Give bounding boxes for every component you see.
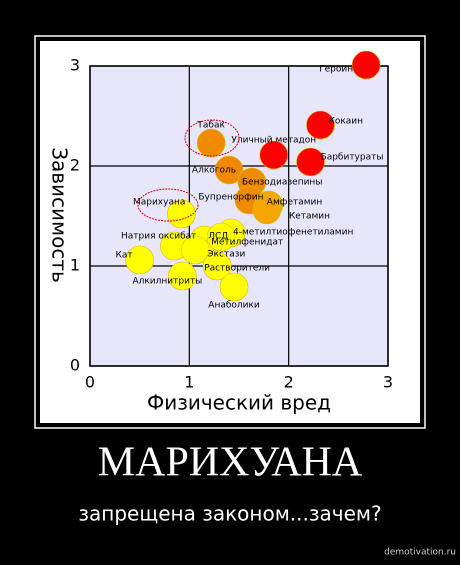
point — [296, 147, 325, 177]
point — [219, 272, 249, 302]
point-label: Анаболики — [208, 301, 260, 311]
plot-area — [90, 66, 388, 366]
point-label: ЛСД — [208, 232, 228, 242]
highlight — [184, 119, 240, 157]
point — [168, 261, 197, 291]
frame — [34, 35, 426, 429]
point-label: Бензодиазепины — [242, 178, 323, 188]
point-label: Алкилнитриты — [132, 277, 202, 287]
point-label: Кат — [116, 251, 133, 261]
point-label: Барбитураты — [321, 153, 384, 163]
highlight — [137, 188, 199, 222]
point-label: Амфетамин — [267, 198, 323, 208]
point — [180, 235, 210, 265]
x-tick-label: 2 — [284, 373, 294, 392]
watermark: demotivation.ru — [384, 548, 456, 558]
point-label: Героин — [319, 65, 353, 75]
y-tick-label: 1 — [70, 256, 80, 275]
poster-subtitle: запрещена законом...зачем? — [78, 502, 381, 526]
point-label: Уличный метадон — [231, 136, 316, 146]
point-label: Алкоголь — [192, 166, 236, 176]
point — [196, 128, 226, 158]
points: Героин Кокаин Барбитураты Уличный метадон Та… — [116, 50, 384, 311]
point — [252, 195, 282, 225]
point-label: Табак — [196, 121, 225, 131]
point-label: Экстази — [207, 250, 245, 260]
y-axis-title: Зависимость — [48, 147, 72, 283]
point-label: Бупренорфин — [198, 193, 263, 203]
y-tick-label: 0 — [70, 356, 80, 375]
y-tick-label: 2 — [70, 156, 80, 175]
point — [306, 110, 335, 140]
y-tick-label: 3 — [70, 56, 80, 75]
point — [125, 245, 154, 275]
point-label: Кокаин — [328, 117, 363, 127]
point-label: 4-метилтиофенетиламин — [233, 228, 353, 238]
point — [259, 140, 289, 170]
point-label: Кетамин — [289, 212, 330, 222]
x-tick-label: 1 — [184, 373, 194, 392]
point — [351, 50, 381, 80]
point — [206, 222, 236, 252]
point — [214, 155, 244, 185]
point-label: Метилфенидат — [211, 238, 283, 248]
point-label: Растворители — [204, 264, 270, 274]
plot-border — [89, 65, 389, 367]
point — [202, 251, 232, 281]
point-label: Марихуана — [133, 198, 185, 208]
poster-title: МАРИХУАНА — [98, 440, 363, 486]
x-tick-label: 0 — [85, 373, 95, 392]
x-axis-title: Физический вред — [147, 391, 331, 415]
x-tick-label: 3 — [383, 373, 393, 392]
point-label: Натрия оксибат — [121, 232, 196, 242]
